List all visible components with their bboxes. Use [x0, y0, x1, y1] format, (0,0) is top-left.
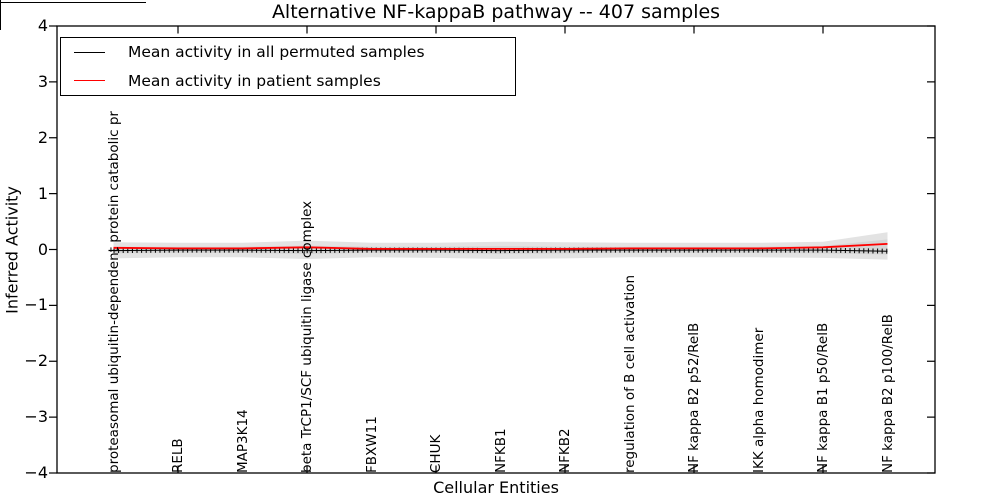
legend: Mean activity in all permuted samples Me…	[60, 37, 516, 96]
window-edge-artifact-top	[0, 2, 146, 3]
x-category-label: proteasomal ubiquitin-dependent protein …	[105, 111, 122, 473]
permuted-line	[113, 249, 888, 252]
x-category-label: regulation of B cell activation	[621, 274, 638, 473]
legend-label-permuted: Mean activity in all permuted samples	[128, 43, 425, 62]
band-outer	[113, 232, 888, 260]
x-category-label: NF kappa B2 p52/RelB	[686, 322, 702, 473]
legend-label-patient: Mean activity in patient samples	[128, 71, 381, 90]
window-edge-artifact-left	[0, 0, 1, 30]
patient-line	[113, 243, 888, 250]
black-line-swatch-icon	[74, 51, 105, 53]
x-category-label: NF kappa B1 p50/RelB	[815, 322, 831, 473]
x-category-label: CHUK	[428, 434, 444, 473]
chart-title: Alternative NF-kappaB pathway -- 407 sam…	[271, 1, 721, 23]
y-tick-label: −4	[24, 463, 48, 482]
x-category-label: FBXW11	[363, 416, 380, 473]
x-axis-title: Cellular Entities	[433, 478, 559, 497]
legend-entry-patient: Mean activity in patient samples	[61, 69, 515, 94]
y-tick-label: −1	[24, 295, 48, 315]
y-tick-label: 3	[37, 71, 48, 91]
legend-entry-permuted: Mean activity in all permuted samples	[61, 40, 515, 65]
x-category-label: NF kappa B2 p100/RelB	[879, 314, 896, 473]
y-tick-label: 2	[37, 127, 48, 147]
x-category-label: NFKB1	[492, 428, 509, 473]
x-category-label: NFKB2	[557, 428, 573, 473]
y-tick-label: −2	[24, 351, 48, 371]
y-tick-label: −3	[24, 407, 48, 427]
y-tick-label: 1	[37, 183, 48, 203]
y-tick-label: 0	[37, 239, 48, 259]
x-category-label: MAP3K14	[234, 409, 251, 473]
red-line-swatch-icon	[74, 80, 105, 82]
x-category-label: RELB	[170, 438, 186, 473]
y-tick-label: 4	[37, 16, 48, 35]
x-category-label: IKK alpha homodimer	[750, 327, 767, 473]
x-category-label: beta TrCP1/SCF ubiquitin ligase complex	[299, 200, 315, 473]
